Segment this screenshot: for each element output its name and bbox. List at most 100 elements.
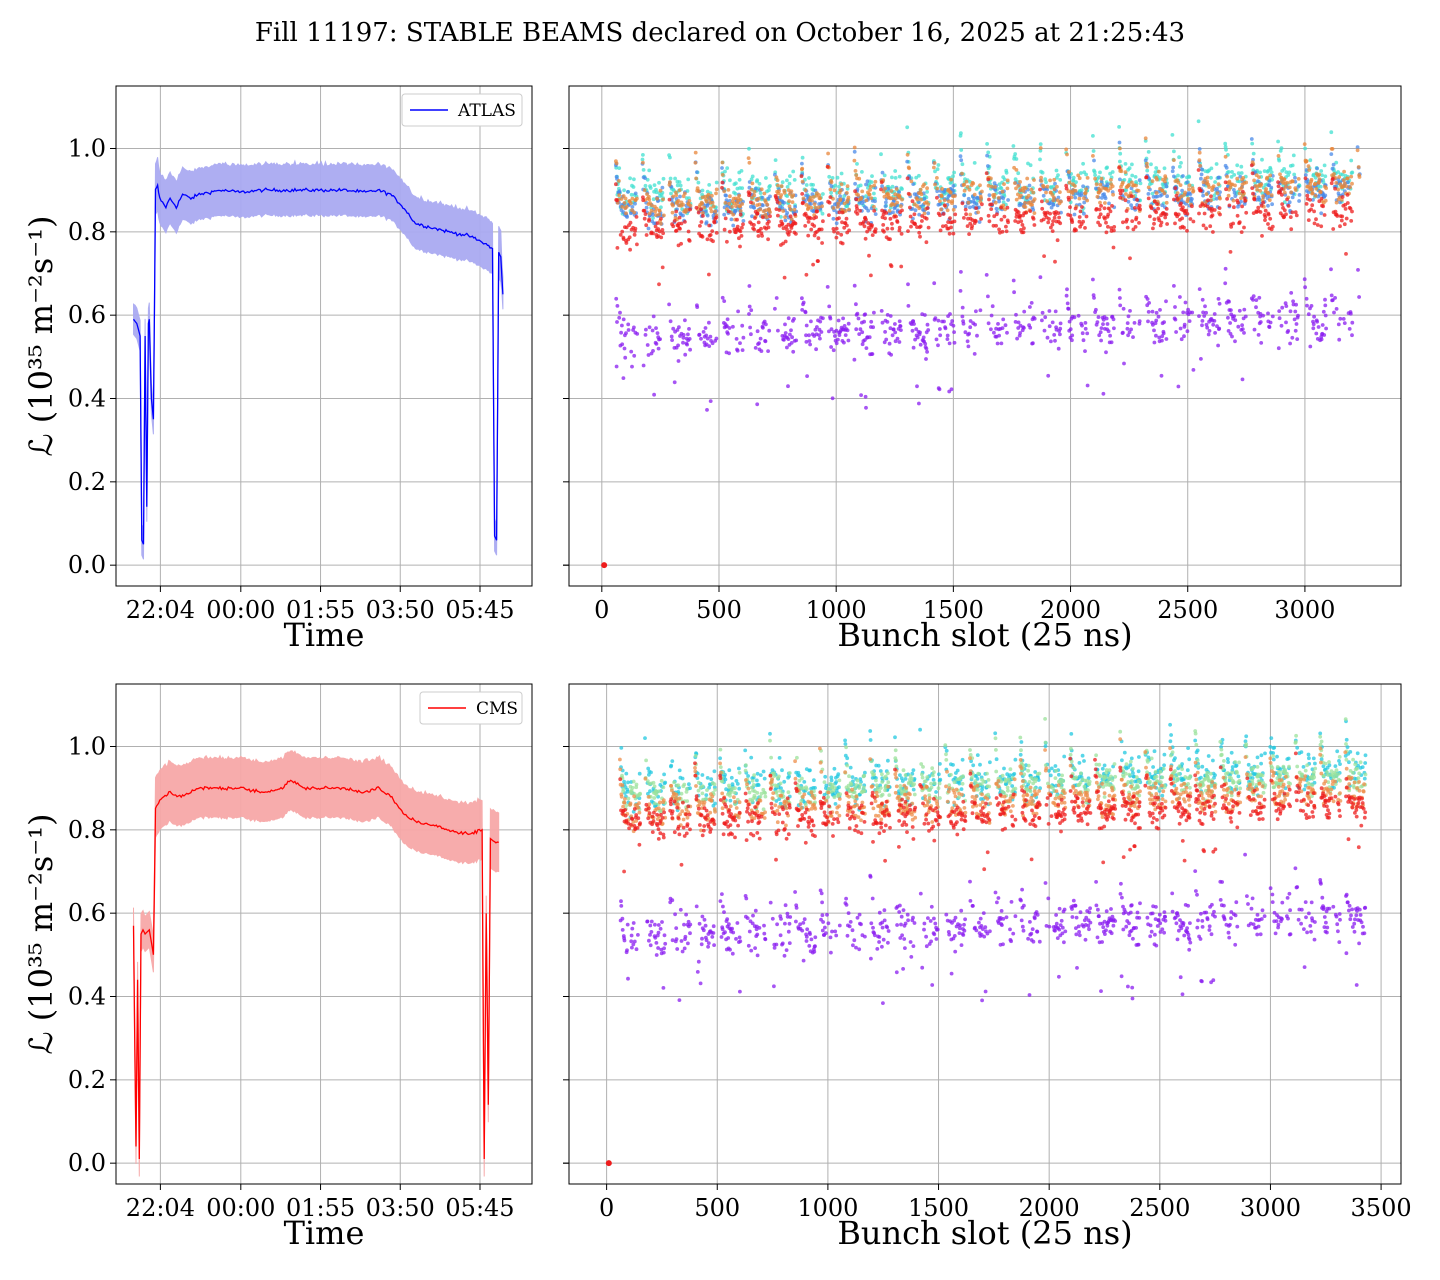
bunch-point bbox=[1250, 186, 1255, 191]
bunch-point bbox=[990, 202, 994, 207]
bunch-point bbox=[1223, 281, 1228, 286]
bunch-point bbox=[1145, 297, 1150, 301]
bunch-point bbox=[932, 161, 937, 165]
bunch-point bbox=[935, 195, 939, 200]
bunch-point bbox=[999, 186, 1004, 191]
bunch-point bbox=[850, 775, 855, 779]
bunch-point bbox=[1224, 165, 1229, 170]
bunch-point bbox=[1224, 147, 1228, 152]
bunch-point bbox=[853, 169, 858, 173]
bunch-point bbox=[842, 340, 846, 345]
bunch-point bbox=[1117, 125, 1121, 129]
bunch-point bbox=[931, 778, 936, 782]
bunch-point bbox=[926, 328, 931, 332]
bunch-point bbox=[704, 220, 709, 225]
bunch-point bbox=[994, 206, 999, 211]
bunch-point bbox=[1026, 763, 1031, 768]
bunch-point bbox=[670, 338, 674, 342]
bunch-point bbox=[1151, 765, 1155, 769]
bunch-point bbox=[1217, 206, 1222, 211]
bunch-point bbox=[1329, 130, 1334, 135]
bunch-point bbox=[947, 231, 952, 236]
bunch-point bbox=[1126, 314, 1131, 319]
bunch-point bbox=[1305, 303, 1309, 308]
bunch-point bbox=[929, 785, 934, 790]
bunch-point bbox=[662, 772, 666, 777]
bunch-point bbox=[828, 195, 833, 200]
bunch-point bbox=[975, 787, 980, 792]
bunch-point bbox=[1111, 245, 1116, 250]
bunch-point bbox=[801, 200, 805, 205]
bunch-point bbox=[1268, 320, 1273, 325]
bunch-point bbox=[780, 768, 784, 773]
bunch-point bbox=[1178, 295, 1182, 299]
bunch-point bbox=[1018, 752, 1023, 757]
bunch-point bbox=[1242, 331, 1246, 335]
bunch-point bbox=[1000, 229, 1005, 234]
bunch-point bbox=[720, 779, 725, 784]
bunch-point bbox=[1228, 321, 1232, 325]
bunch-point bbox=[810, 198, 814, 203]
bunch-point bbox=[722, 212, 727, 217]
bunch-point bbox=[1288, 309, 1293, 314]
bunch-point bbox=[1178, 326, 1183, 331]
bunch-point bbox=[641, 363, 646, 368]
bunch-point bbox=[1168, 739, 1173, 744]
bunch-point bbox=[621, 787, 626, 791]
bunch-point bbox=[836, 318, 841, 323]
bunch-point bbox=[688, 786, 692, 791]
bunch-point bbox=[1144, 175, 1149, 180]
bunch-point bbox=[1019, 219, 1024, 224]
bunch-point bbox=[768, 184, 772, 188]
bunch-point bbox=[869, 196, 874, 201]
bunch-point bbox=[655, 221, 660, 226]
bunch-point bbox=[1173, 756, 1177, 760]
bunch-point bbox=[1321, 204, 1325, 209]
bunch-point bbox=[1240, 323, 1244, 328]
bunch-point bbox=[912, 782, 916, 786]
bunch-point bbox=[755, 402, 760, 407]
bunch-point bbox=[1319, 211, 1324, 216]
bunch-point bbox=[657, 180, 661, 185]
bunch-point bbox=[1286, 204, 1291, 208]
bunch-point bbox=[834, 226, 839, 231]
bunch-point bbox=[1099, 326, 1104, 330]
bunch-point bbox=[632, 353, 637, 358]
bunch-point bbox=[908, 205, 912, 210]
bunch-point bbox=[918, 342, 923, 347]
bunch-point bbox=[696, 189, 701, 194]
bunch-point bbox=[910, 328, 915, 333]
bunch-point bbox=[945, 333, 950, 338]
bunch-point bbox=[858, 183, 863, 188]
bunch-point bbox=[1079, 191, 1084, 196]
bunch-point bbox=[1152, 340, 1157, 345]
bunch-point bbox=[1270, 202, 1274, 207]
bunch-point bbox=[965, 339, 970, 344]
bunch-point bbox=[1051, 202, 1056, 207]
bunch-point bbox=[626, 190, 630, 194]
bunch-point bbox=[1197, 158, 1202, 163]
bunch-point bbox=[1185, 228, 1189, 233]
bunch-point bbox=[987, 197, 991, 202]
bunch-point bbox=[826, 795, 830, 799]
bunch-point bbox=[775, 784, 779, 788]
bunch-point bbox=[1152, 217, 1157, 222]
bunch-point bbox=[782, 779, 787, 784]
bunch-point bbox=[1191, 368, 1196, 372]
bunch-point bbox=[925, 190, 929, 194]
bunch-point bbox=[1164, 337, 1169, 341]
bunch-point bbox=[706, 192, 711, 197]
bunch-point bbox=[945, 208, 950, 213]
bunch-point bbox=[1137, 779, 1141, 784]
bunch-point bbox=[804, 323, 809, 328]
bunch-point bbox=[1128, 763, 1133, 767]
bunch-point bbox=[630, 364, 634, 369]
y-axis-label: ℒ (10³⁵ m⁻²s⁻¹) bbox=[22, 814, 60, 1055]
x-tick-label: 1000 bbox=[806, 596, 867, 624]
bunch-point bbox=[760, 195, 765, 200]
bunch-point bbox=[964, 212, 968, 217]
bunch-point bbox=[953, 212, 958, 217]
bunch-point bbox=[661, 231, 665, 236]
bunch-point bbox=[844, 745, 848, 750]
bunch-point bbox=[870, 223, 874, 228]
